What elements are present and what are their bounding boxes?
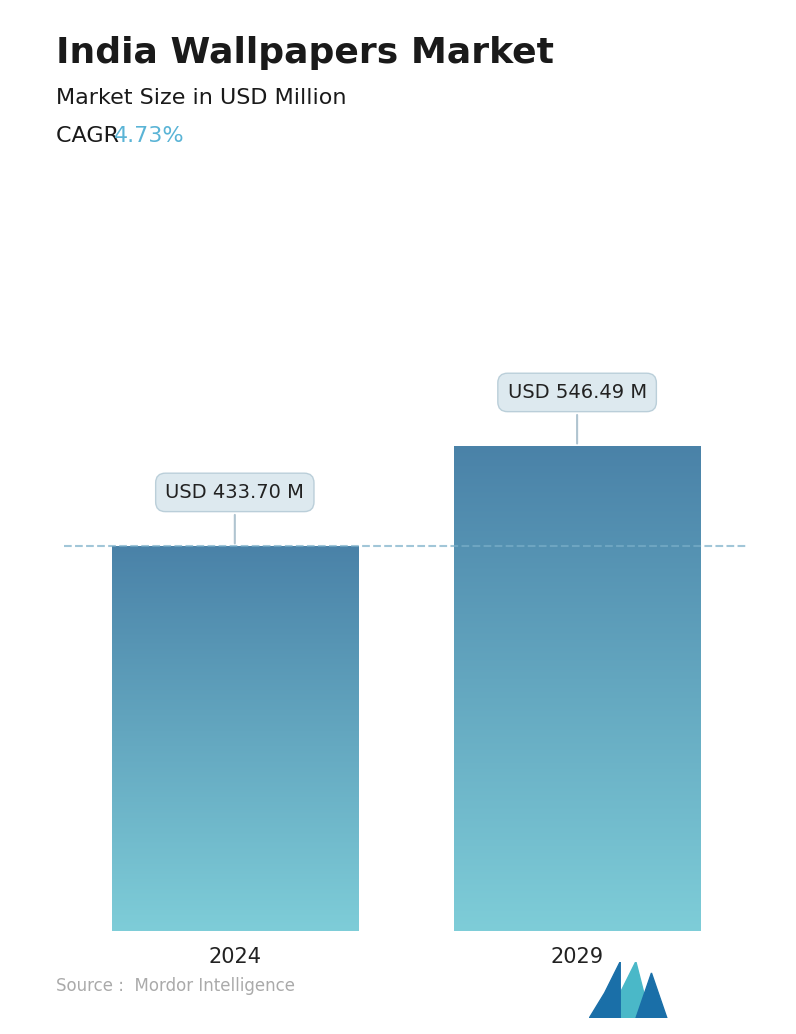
Text: India Wallpapers Market: India Wallpapers Market bbox=[56, 36, 554, 70]
Polygon shape bbox=[605, 962, 650, 1018]
Polygon shape bbox=[636, 973, 667, 1018]
Text: USD 546.49 M: USD 546.49 M bbox=[508, 383, 646, 444]
Text: Market Size in USD Million: Market Size in USD Million bbox=[56, 88, 346, 108]
Text: 4.73%: 4.73% bbox=[114, 126, 185, 146]
Text: Source :  Mordor Intelligence: Source : Mordor Intelligence bbox=[56, 977, 295, 995]
Polygon shape bbox=[589, 962, 620, 1018]
Text: USD 433.70 M: USD 433.70 M bbox=[166, 483, 304, 544]
Text: CAGR: CAGR bbox=[56, 126, 126, 146]
